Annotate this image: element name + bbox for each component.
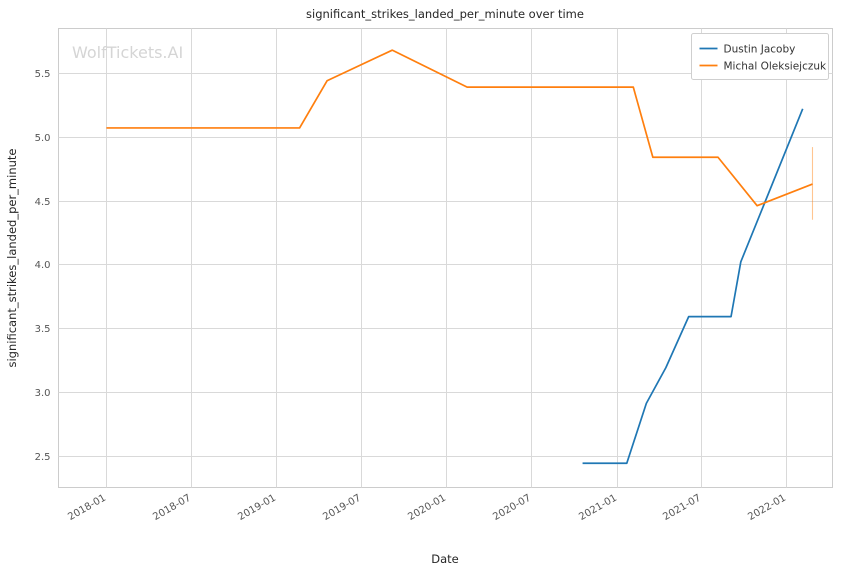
chart-legend[interactable]: Dustin Jacoby Michal Oleksiejczuk	[691, 33, 829, 80]
x-tick-label: 2022-01	[746, 493, 788, 523]
y-tick-label: 3.0	[35, 388, 51, 399]
legend-label[interactable]: Dustin Jacoby	[724, 44, 796, 56]
y-tick-label: 5.0	[35, 133, 51, 144]
y-tick-label: 3.5	[35, 324, 51, 335]
plot-background	[57, 27, 834, 489]
x-tick-label: 2018-01	[66, 493, 108, 523]
y-tick-label: 4.5	[35, 197, 51, 208]
y-gridlines	[58, 73, 833, 457]
x-gridlines	[106, 28, 787, 488]
x-tick-label: 2021-07	[661, 493, 703, 523]
series-line	[582, 108, 804, 465]
x-tick-label: 2020-01	[406, 493, 448, 523]
x-tick-label: 2021-01	[577, 493, 619, 523]
legend-background	[691, 33, 829, 80]
y-tick-label: 5.5	[35, 69, 51, 80]
y-tick-label: 4.0	[35, 260, 51, 271]
chart-title: significant_strikes_landed_per_minute ov…	[306, 7, 584, 21]
x-tick-label: 2020-07	[491, 493, 533, 523]
watermark: WolfTickets.AI	[72, 43, 183, 62]
x-tick-label: 2019-07	[321, 493, 363, 523]
y-axis-label: significant_strikes_landed_per_minute	[5, 149, 19, 368]
y-tick-labels: 2.5 3.0 3.5 4.0 4.5 5.0 5.5	[35, 69, 51, 463]
legend-label[interactable]: Michal Oleksiejczuk	[724, 61, 828, 73]
series-line	[106, 49, 813, 207]
x-tick-label: 2019-01	[236, 493, 278, 523]
x-tick-labels: 2018-01 2018-07 2019-01 2019-07 2020-01 2020-…	[66, 493, 788, 523]
series-lines	[106, 49, 814, 465]
x-axis-label: Date	[431, 552, 459, 566]
x-tick-label: 2018-07	[151, 493, 193, 523]
y-tick-label: 2.5	[35, 452, 51, 463]
watermark-label: WolfTickets.AI	[72, 43, 183, 62]
